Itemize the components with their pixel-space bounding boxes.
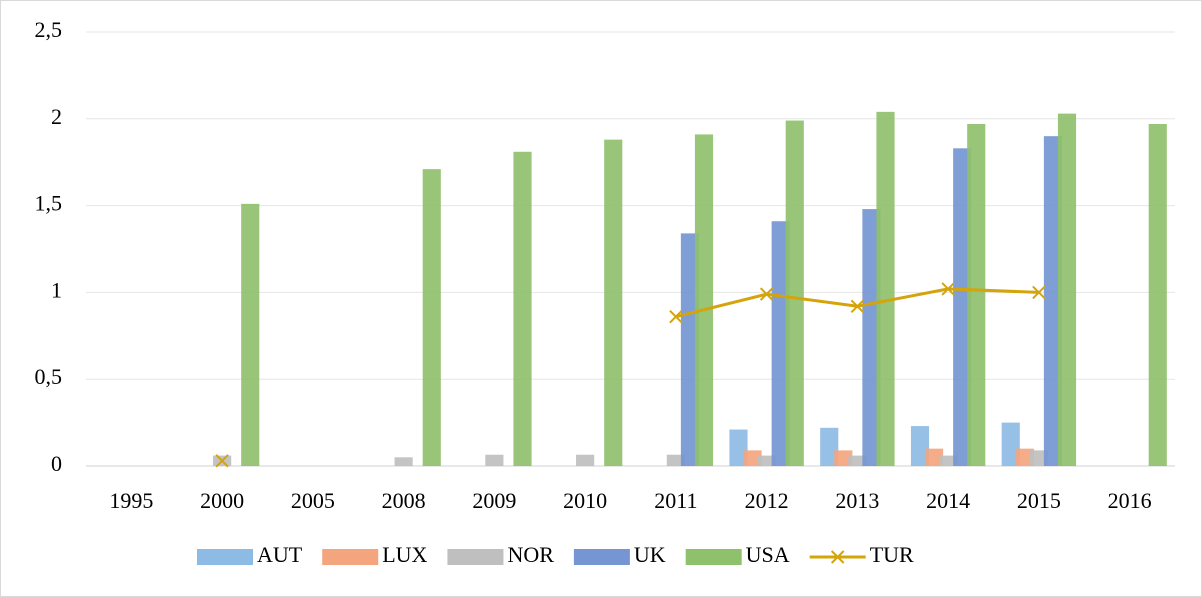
x-tick-label: 2005 [291,488,335,513]
legend-label: LUX [382,542,427,567]
bar [1043,136,1063,466]
x-tick-label: 2010 [563,488,607,513]
bar [848,455,867,466]
y-tick-label: 2 [51,104,62,129]
legend-swatch [685,549,742,565]
legend-label: AUT [257,542,303,567]
legend-swatch [322,549,379,565]
line-marker [941,282,955,296]
line-marker [759,287,774,301]
bar [1029,450,1048,466]
bar [862,209,881,466]
bar [1057,113,1077,466]
x-tick-label: 1995 [109,488,153,513]
bar [1015,448,1034,466]
bar [967,124,986,467]
line-marker [215,454,229,468]
x-tick-label: 2011 [654,488,697,513]
bar [953,148,972,466]
bar [241,203,260,466]
bar [785,120,804,466]
bar [939,455,958,466]
bar [757,455,776,466]
y-tick-label: 0,5 [35,364,63,389]
x-tick-label: 2012 [745,488,789,513]
legend-label: TUR [870,542,914,567]
legend-swatch [197,549,253,565]
bar [680,233,700,466]
y-tick-label: 0 [51,451,62,476]
bar [924,448,944,466]
line-marker [1032,285,1046,300]
legend-swatch [573,549,630,565]
bar [694,134,714,466]
bar [820,427,839,466]
y-tick-label: 1 [51,277,62,302]
x-tick-label: 2015 [1017,488,1061,513]
x-tick-label: 2008 [382,488,426,513]
x-tick-label: 2013 [835,488,879,513]
bar [1001,422,1020,466]
bar [485,454,504,466]
bar [771,221,790,466]
line-marker [850,299,865,313]
bar [743,450,762,466]
bar [394,457,413,466]
x-tick-label: 2000 [200,488,244,513]
bar [576,454,595,466]
y-tick-label: 2,5 [35,17,63,42]
x-tick-label: 2009 [472,488,516,513]
x-tick-label: 2014 [926,488,970,513]
bar [513,151,532,466]
bar [876,111,895,466]
bar [604,139,623,466]
bar [910,426,930,466]
line-marker [669,309,683,324]
bar [729,429,748,466]
legend-label: USA [746,542,790,567]
legend-label: UK [634,542,666,567]
legend-swatch [447,549,504,565]
legend-swatch [830,550,845,564]
bar [834,450,853,466]
bar [422,169,441,467]
x-tick-label: 2016 [1108,488,1152,513]
y-tick-label: 1,5 [35,191,63,216]
bar [666,454,685,466]
legend-label: NOR [507,542,554,567]
bar [1148,124,1167,467]
